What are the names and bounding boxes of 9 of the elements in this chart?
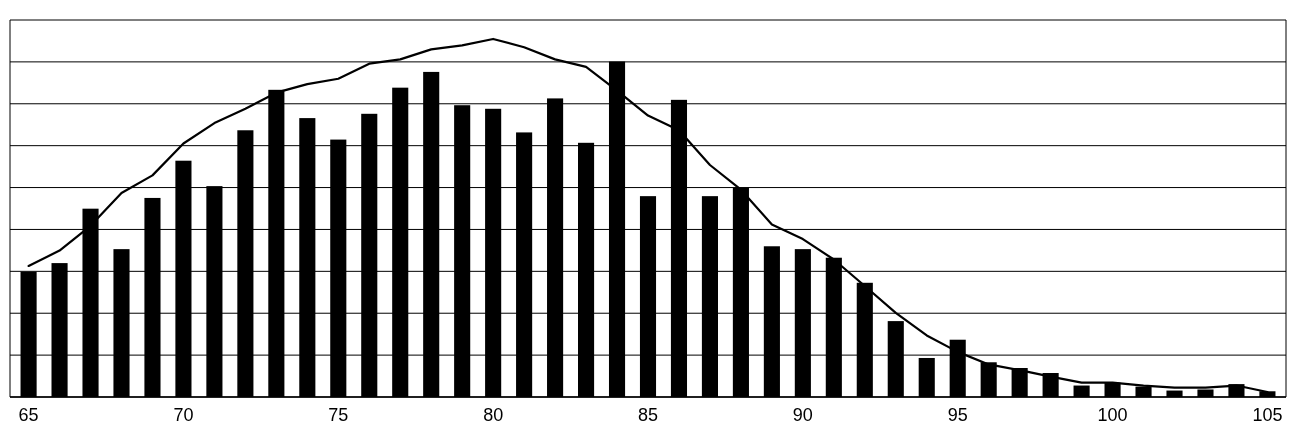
x-tick-label: 80	[483, 405, 504, 425]
x-tick-label: 90	[792, 405, 813, 425]
x-tick-label: 95	[947, 405, 968, 425]
x-tick-label: 65	[18, 405, 39, 425]
x-tick-label: 85	[637, 405, 659, 425]
x-tick-label: 105	[1252, 405, 1283, 425]
x-tick-label: 70	[173, 405, 194, 425]
x-tick-label: 100	[1097, 405, 1128, 425]
x-tick-label: 75	[328, 405, 349, 425]
